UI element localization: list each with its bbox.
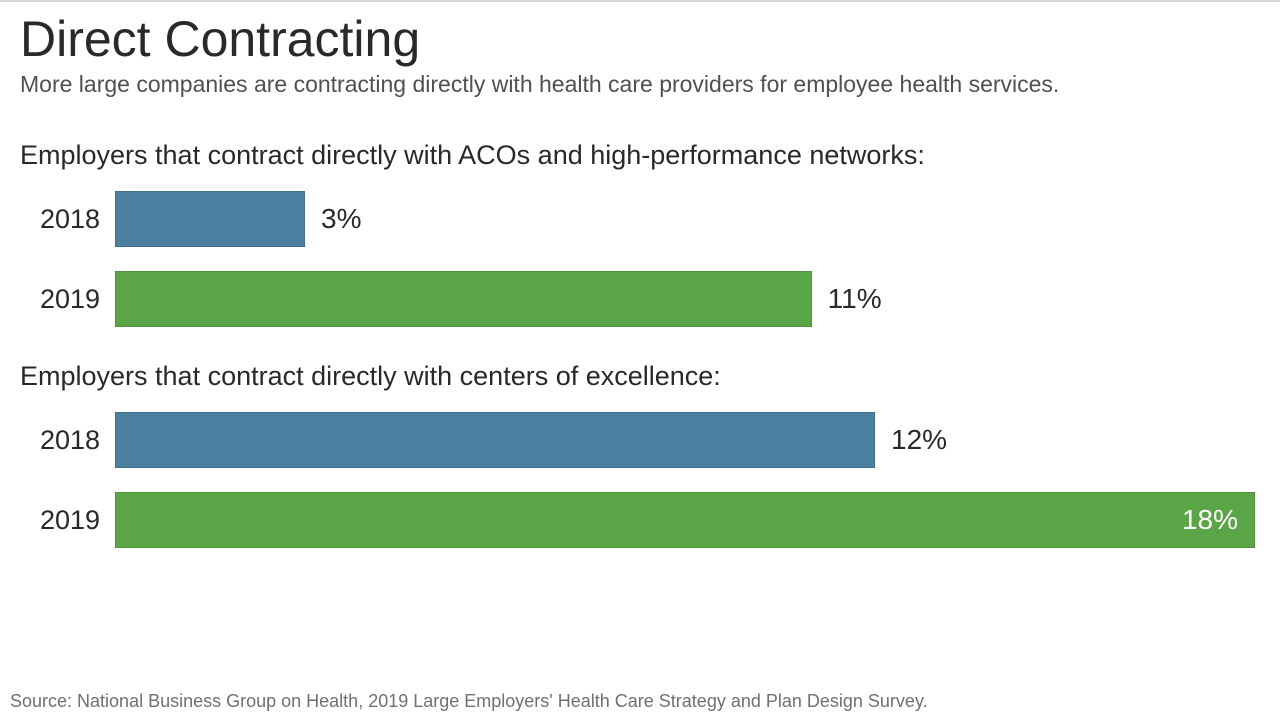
bar-2019: [115, 271, 812, 327]
value-label: 18%: [1182, 504, 1238, 536]
bar-track: 3%: [115, 191, 1260, 247]
bar-track: 11%: [115, 271, 1260, 327]
bar-row-2019: 2019 18%: [20, 492, 1260, 548]
chart-container: Direct Contracting More large companies …: [0, 2, 1280, 548]
group-heading: Employers that contract directly with ce…: [20, 361, 1260, 392]
year-label: 2019: [20, 284, 115, 315]
value-label: 3%: [321, 203, 361, 235]
bar-track: 18%: [115, 492, 1260, 548]
year-label: 2018: [20, 204, 115, 235]
bar-row-2018: 2018 12%: [20, 412, 1260, 468]
bar-track: 12%: [115, 412, 1260, 468]
value-label: 11%: [828, 283, 882, 315]
group-heading: Employers that contract directly with AC…: [20, 140, 1260, 171]
chart-group-acos: Employers that contract directly with AC…: [20, 140, 1260, 327]
chart-group-coe: Employers that contract directly with ce…: [20, 361, 1260, 548]
bar-2019: 18%: [115, 492, 1255, 548]
bar-row-2019: 2019 11%: [20, 271, 1260, 327]
source-line: Source: National Business Group on Healt…: [10, 691, 928, 712]
bar-2018: [115, 412, 875, 468]
year-label: 2018: [20, 425, 115, 456]
page-subtitle: More large companies are contracting dir…: [20, 71, 1260, 98]
value-label: 12%: [891, 424, 947, 456]
year-label: 2019: [20, 505, 115, 536]
bar-row-2018: 2018 3%: [20, 191, 1260, 247]
bar-2018: [115, 191, 305, 247]
page-title: Direct Contracting: [20, 12, 1260, 67]
